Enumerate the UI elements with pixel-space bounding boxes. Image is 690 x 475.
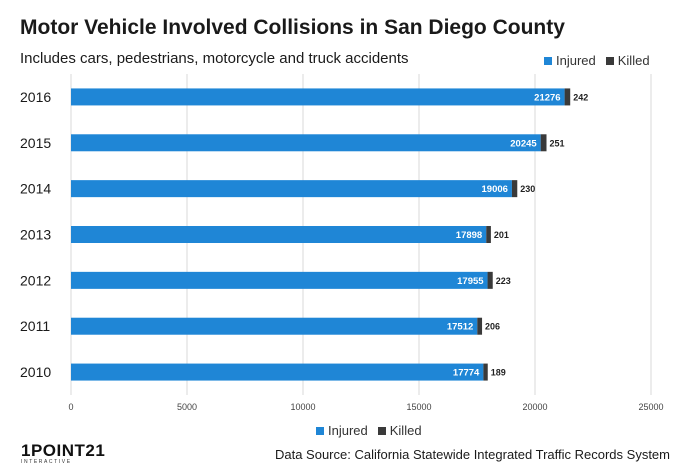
data-label-killed-2013: 201 xyxy=(494,230,509,240)
logo-subtext: INTERACTIVE xyxy=(21,459,72,465)
company-logo: 1POINT21 INTERACTIVE xyxy=(21,442,105,465)
y-category-label-2016: 2016 xyxy=(20,89,51,105)
data-source: Data Source: California Statewide Integr… xyxy=(274,447,670,462)
chart-subtitle: Includes cars, pedestrians, motorcycle a… xyxy=(20,50,409,67)
data-label-injured-2013: 17898 xyxy=(456,230,482,241)
x-tick-label-4: 20000 xyxy=(522,402,547,412)
legend-item-injured: Injured xyxy=(544,53,596,68)
legend-label-killed: Killed xyxy=(617,53,650,68)
bar-injured-2013 xyxy=(71,226,487,243)
data-label-killed-2011: 206 xyxy=(485,322,500,332)
x-tick-label-3: 15000 xyxy=(406,402,431,412)
data-label-injured-2012: 17955 xyxy=(457,276,484,287)
legend-bottom-swatch-injured xyxy=(316,426,324,435)
y-category-label-2010: 2010 xyxy=(20,364,51,380)
x-tick-label-1: 5000 xyxy=(177,402,197,412)
legend-bottom-label-injured: Injured xyxy=(328,423,368,438)
bar-chart: 0 5000 10000 15000 20000 25000 2016 21276 242 201… xyxy=(20,74,664,412)
data-label-injured-2010: 17774 xyxy=(453,368,480,379)
x-tick-label-0: 0 xyxy=(68,402,73,412)
bar-killed-2015 xyxy=(540,134,547,152)
bar-injured-2010 xyxy=(71,363,484,381)
bar-killed-2014 xyxy=(511,180,518,198)
legend-label-injured: Injured xyxy=(556,53,596,68)
bar-injured-2015 xyxy=(71,134,541,152)
y-category-label-2011: 2011 xyxy=(20,318,50,334)
legend-bottom-item-injured: Injured xyxy=(316,423,368,438)
data-label-injured-2015: 20245 xyxy=(510,138,537,149)
legend-top: Injured Killed xyxy=(544,53,660,68)
bar-killed-2011 xyxy=(477,317,483,335)
data-label-killed-2015: 251 xyxy=(550,138,565,148)
data-label-killed-2010: 189 xyxy=(491,368,506,378)
legend-bottom-label-killed: Killed xyxy=(389,423,422,438)
bar-injured-2016 xyxy=(71,88,565,106)
legend-bottom-swatch-killed xyxy=(377,426,386,435)
data-label-injured-2011: 17512 xyxy=(447,322,473,333)
bar-injured-2011 xyxy=(71,317,478,335)
bar-killed-2013 xyxy=(486,226,491,243)
chart-title: Motor Vehicle Involved Collisions in San… xyxy=(20,16,565,39)
bar-injured-2012 xyxy=(71,271,488,289)
bar-killed-2012 xyxy=(487,271,493,289)
y-category-label-2014: 2014 xyxy=(20,181,51,197)
y-category-label-2015: 2015 xyxy=(20,135,51,151)
bar-killed-2010 xyxy=(483,363,488,381)
data-label-injured-2014: 19006 xyxy=(482,184,508,195)
legend-swatch-injured xyxy=(544,56,552,65)
data-label-killed-2014: 230 xyxy=(520,184,535,194)
bar-killed-2016 xyxy=(564,88,571,106)
legend-bottom-item-killed: Killed xyxy=(377,423,422,438)
data-label-killed-2012: 223 xyxy=(496,276,511,286)
logo-text: 1POINT21 xyxy=(21,441,106,460)
data-label-killed-2016: 242 xyxy=(573,92,588,102)
x-tick-label-5: 25000 xyxy=(638,402,663,412)
legend-bottom: Injured Killed xyxy=(316,423,432,438)
data-label-injured-2016: 21276 xyxy=(534,92,560,103)
y-category-label-2012: 2012 xyxy=(20,272,51,288)
legend-item-killed: Killed xyxy=(605,53,650,68)
y-category-label-2013: 2013 xyxy=(20,227,51,243)
legend-swatch-killed xyxy=(605,56,614,65)
bar-injured-2014 xyxy=(71,180,512,198)
x-tick-label-2: 10000 xyxy=(290,402,315,412)
